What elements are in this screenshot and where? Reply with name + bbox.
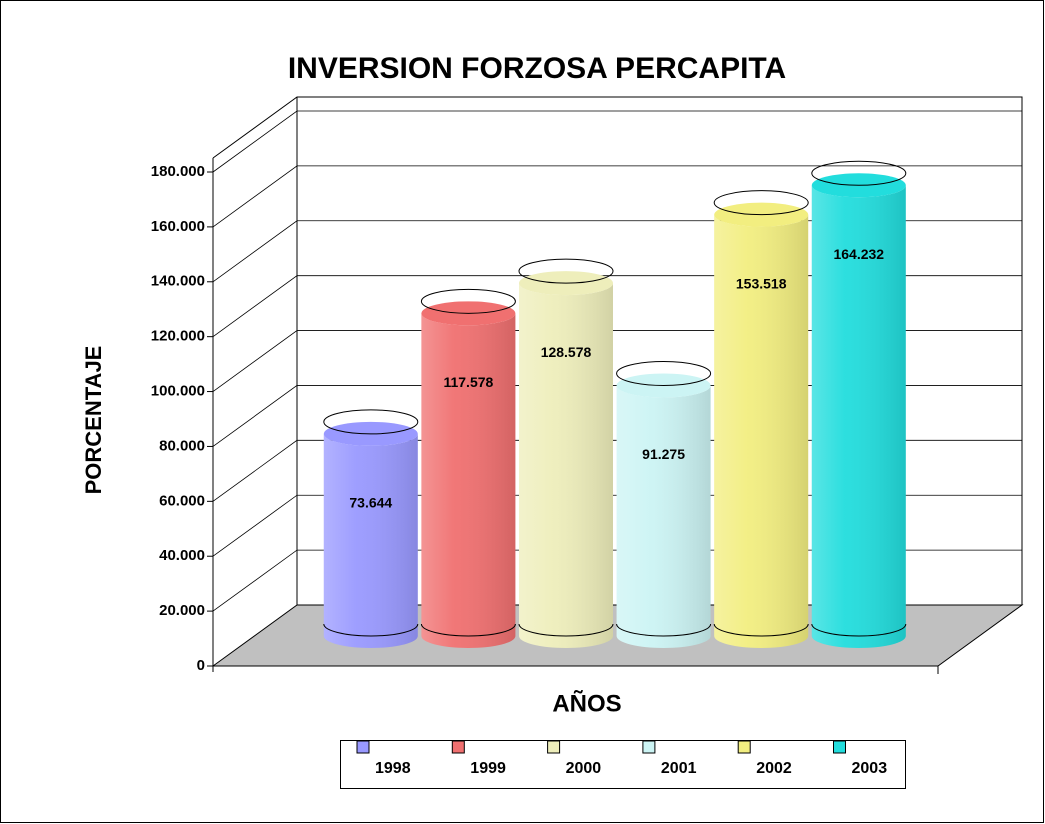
- cylinder: 153.518: [713, 190, 809, 648]
- cylinder-base: [616, 623, 712, 637]
- cylinder-shade: [519, 283, 613, 648]
- cylinder: 128.578: [518, 258, 614, 648]
- cylinder-base: [518, 623, 614, 637]
- cylinder-base: [323, 623, 419, 637]
- grid-line: [212, 110, 1022, 173]
- cylinder: 164.232: [811, 160, 907, 648]
- y-tick-label: 180.000: [151, 163, 205, 180]
- y-tick-label: 20.000: [159, 602, 205, 619]
- y-tick-label: 160.000: [151, 218, 205, 235]
- cylinder-base: [420, 623, 516, 637]
- legend-label: 2000: [566, 760, 602, 777]
- cylinder-shade: [714, 214, 809, 648]
- cylinder-shade: [811, 185, 906, 648]
- legend-label: 2003: [852, 760, 888, 777]
- cylinder-rim: [518, 258, 614, 284]
- legend-label: 2002: [756, 760, 792, 777]
- y-tick-label: 60.000: [159, 492, 205, 509]
- legend: [340, 740, 906, 789]
- legend-label: 1999: [470, 760, 506, 777]
- y-tick-label: 140.000: [151, 273, 205, 290]
- legend-swatch: [356, 740, 370, 754]
- chart-title: INVERSION FORZOSA PERCAPITA: [288, 52, 786, 85]
- cylinder-rim: [713, 190, 809, 216]
- y-tick-label: 40.000: [159, 547, 205, 564]
- data-label: 73.644: [349, 495, 392, 511]
- y-tick-label: 120.000: [151, 328, 205, 345]
- cylinder-shade: [421, 313, 516, 648]
- data-label: 117.578: [443, 374, 493, 390]
- legend-swatch: [833, 740, 846, 754]
- cylinder-shade: [616, 385, 711, 648]
- cylinder: 91.275: [616, 361, 712, 648]
- cylinder-rim: [616, 361, 712, 387]
- legend-swatch: [642, 740, 656, 754]
- cylinder: 73.644: [323, 409, 419, 648]
- y-axis-label: PORCENTAJE: [81, 346, 106, 495]
- data-label: 164.232: [833, 246, 884, 262]
- y-tick-label: 80.000: [159, 437, 205, 454]
- legend-label: 2001: [661, 760, 697, 777]
- legend-swatch: [451, 740, 465, 754]
- cylinder-base: [811, 623, 907, 637]
- legend-swatch: [737, 740, 751, 754]
- cylinder-rim: [811, 160, 907, 186]
- data-label: 91.275: [642, 446, 685, 462]
- cylinder-shade: [323, 433, 418, 648]
- grid-line: [212, 165, 1022, 228]
- data-label: 153.518: [736, 275, 787, 291]
- cylinder: 117.578: [420, 288, 516, 648]
- cylinder-rim: [420, 288, 516, 314]
- legend-swatch: [547, 740, 561, 754]
- walls: [212, 96, 1023, 605]
- y-tick-label: 0: [197, 657, 205, 674]
- cylinder-rim: [323, 409, 419, 435]
- x-axis-label: AÑOS: [552, 689, 621, 717]
- cylinder-base: [713, 623, 809, 637]
- data-label: 128.578: [541, 344, 592, 360]
- y-tick-label: 100.000: [151, 383, 205, 400]
- legend-label: 1998: [375, 760, 411, 777]
